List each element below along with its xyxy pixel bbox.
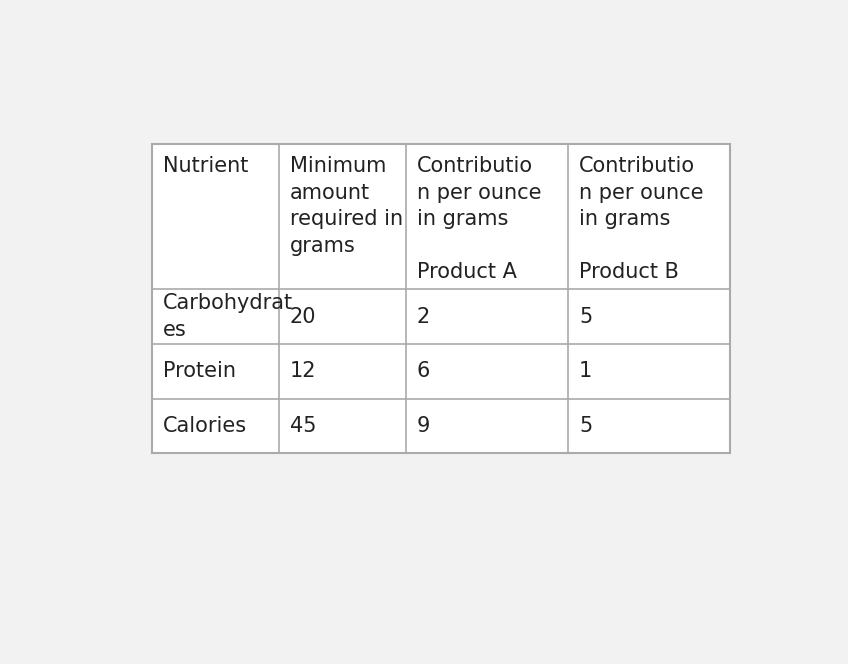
Bar: [152, 143, 730, 454]
Text: Protein: Protein: [163, 361, 236, 381]
Text: Calories: Calories: [163, 416, 247, 436]
Text: 5: 5: [579, 307, 592, 327]
Text: 1: 1: [579, 361, 592, 381]
Text: Minimum
amount
required in
grams: Minimum amount required in grams: [290, 156, 403, 256]
Text: 6: 6: [417, 361, 431, 381]
Text: 5: 5: [579, 416, 592, 436]
Text: 12: 12: [290, 361, 316, 381]
Text: 2: 2: [417, 307, 430, 327]
Text: 9: 9: [417, 416, 431, 436]
Text: Carbohydrat
es: Carbohydrat es: [163, 293, 293, 340]
Text: 20: 20: [290, 307, 316, 327]
Text: Nutrient: Nutrient: [163, 156, 248, 177]
Text: Contributio
n per ounce
in grams

Product B: Contributio n per ounce in grams Product…: [579, 156, 704, 282]
Text: Contributio
n per ounce
in grams

Product A: Contributio n per ounce in grams Product…: [417, 156, 542, 282]
Text: 45: 45: [290, 416, 316, 436]
